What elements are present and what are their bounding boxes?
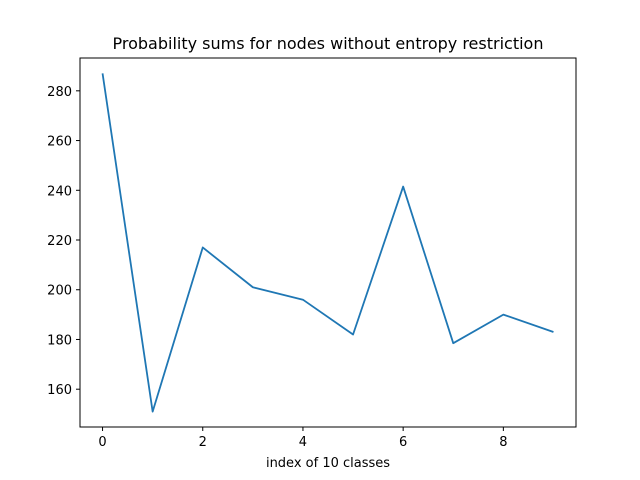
y-tick-label: 260 <box>47 135 72 150</box>
y-tick-label: 280 <box>47 85 72 100</box>
plot-frame <box>79 57 577 428</box>
y-tick-label: 160 <box>47 383 72 398</box>
y-tick-label: 220 <box>47 234 72 249</box>
y-tick-label: 180 <box>47 333 72 348</box>
x-tick-label: 8 <box>499 435 507 450</box>
y-tick-label: 200 <box>47 284 72 299</box>
x-tick-label: 6 <box>399 435 407 450</box>
x-tick-label: 4 <box>299 435 307 450</box>
y-tick-label: 240 <box>47 184 72 199</box>
plot-area <box>80 58 576 427</box>
series-line <box>101 73 554 413</box>
axis-ticks: 0 2 4 6 8 160 180 200 220 240 260 280 <box>47 85 507 450</box>
x-tick-label: 0 <box>98 435 106 450</box>
chart-title: Probability sums for nodes without entro… <box>113 34 544 53</box>
x-tick-label: 2 <box>199 435 207 450</box>
x-axis-label: index of 10 classes <box>266 456 390 471</box>
